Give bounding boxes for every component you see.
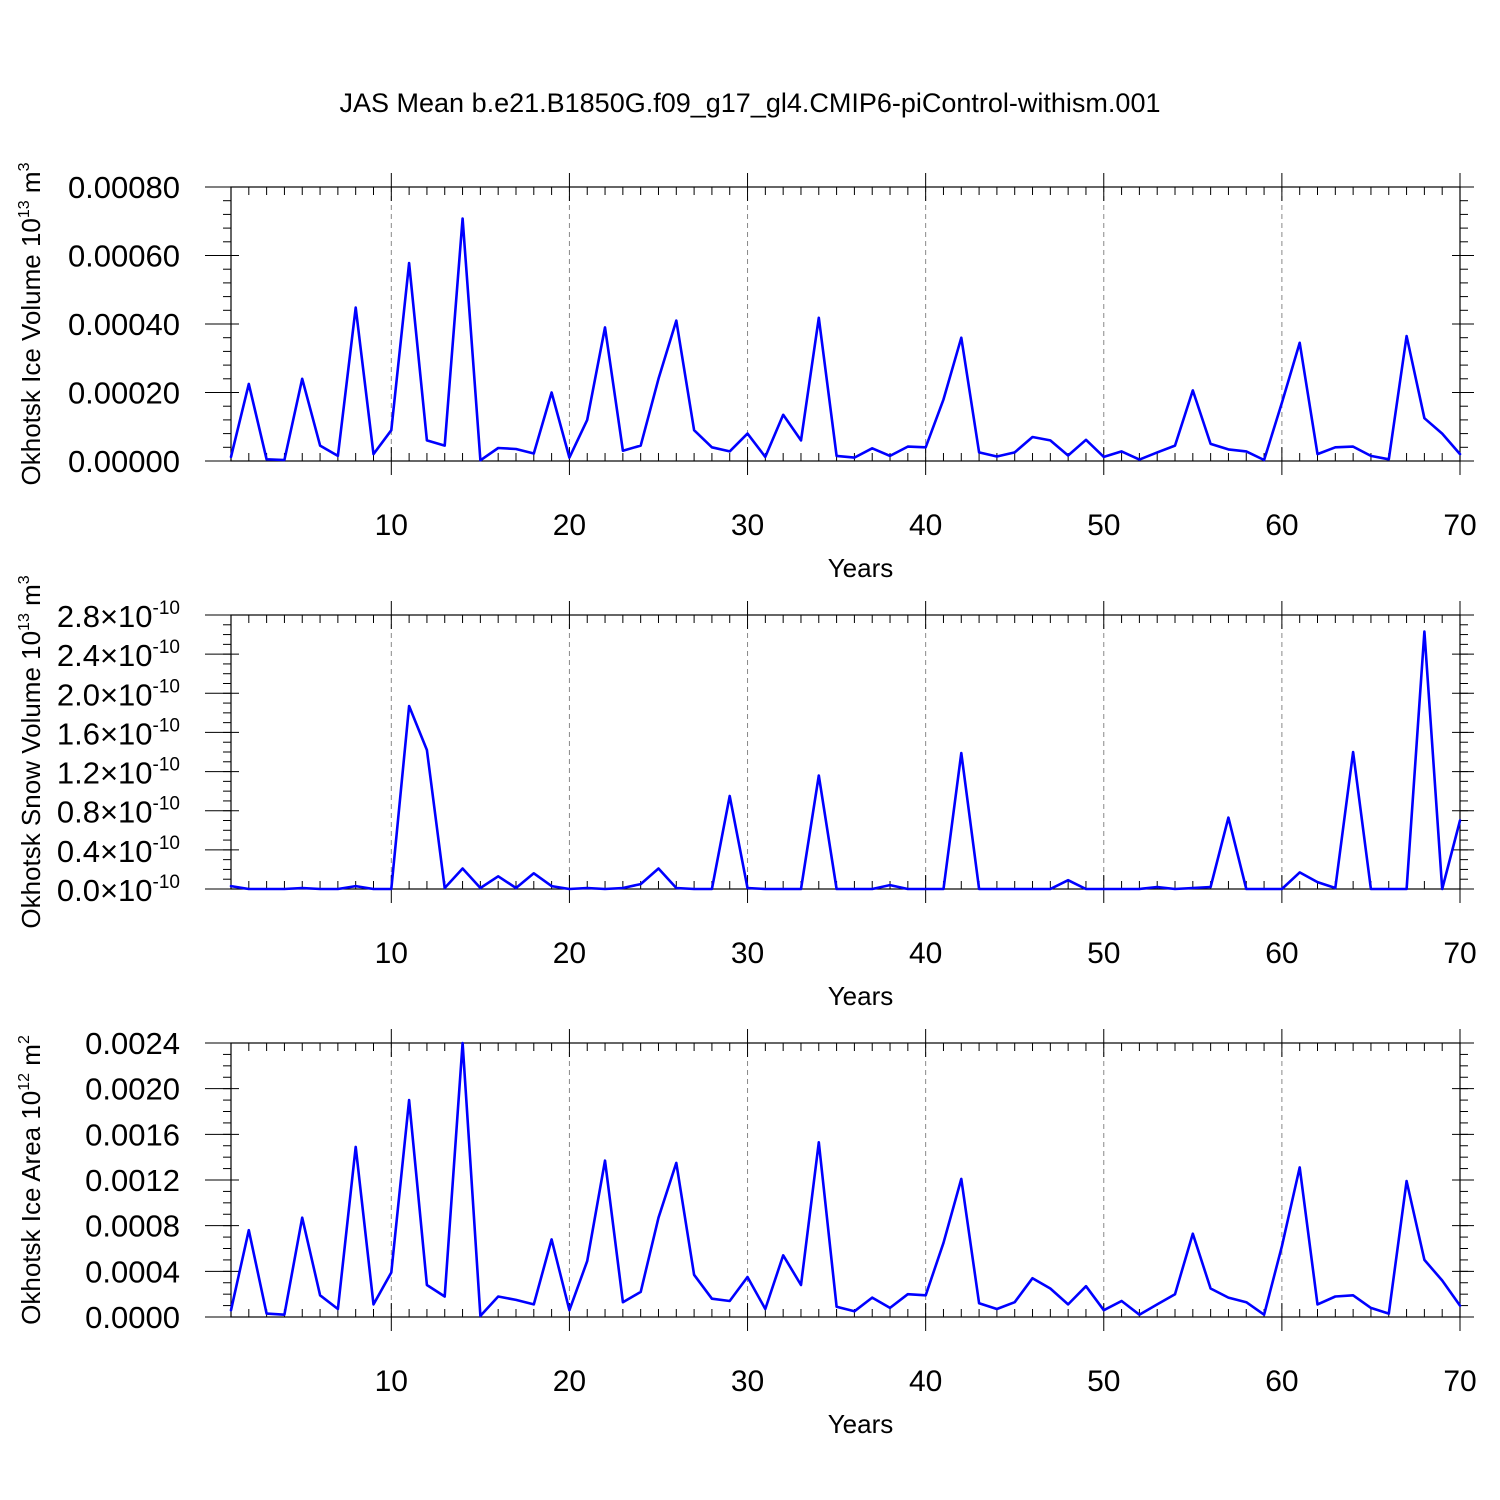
- chart-panel-1: 10 20 30 40 50 60 70 0.00000 0.00020 0.00040 0.000…: [16, 162, 1477, 583]
- y-axis-label: Okhotsk Ice Volume 1013 m3: [16, 162, 46, 485]
- x-tick-label: 70: [1443, 509, 1476, 542]
- y-tick-label: 0.0016: [85, 1117, 180, 1152]
- y-tick-label: 0.0024: [85, 1026, 180, 1061]
- y-tick-label: 0.0×10-10: [57, 872, 180, 908]
- x-axis-label: Years: [828, 553, 894, 583]
- chart-panel-2: 10 20 30 40 50 60 70 0.0×10-100.4×10-100.8×10-1…: [16, 575, 1477, 1011]
- plot-frame: [230, 1042, 1461, 1318]
- y-tick-label: 0.00080: [68, 170, 180, 205]
- x-tick-label: 50: [1087, 1365, 1120, 1398]
- y-tick-label: 1.6×10-10: [57, 715, 180, 751]
- x-tick-label: 10: [375, 937, 408, 970]
- y-axis-label: Okhotsk Snow Volume 1013 m3: [16, 575, 46, 928]
- x-tick-label: 60: [1265, 509, 1298, 542]
- y-tick-label: 0.4×10-10: [57, 833, 180, 869]
- y-tick-label: 0.0020: [85, 1072, 180, 1107]
- y-tick-label: 0.00020: [68, 376, 180, 411]
- x-tick-label: 70: [1443, 937, 1476, 970]
- x-tick-label: 60: [1265, 937, 1298, 970]
- y-tick-label: 0.00000: [68, 444, 180, 479]
- x-tick-label: 20: [553, 937, 586, 970]
- figure-title: JAS Mean b.e21.B1850G.f09_g17_gl4.CMIP6-…: [340, 88, 1161, 118]
- plot-frame: [230, 186, 1461, 462]
- y-tick-label: 0.00040: [68, 307, 180, 342]
- y-tick-label: 0.0012: [85, 1163, 180, 1198]
- x-axis-label: Years: [828, 1409, 894, 1439]
- y-tick-label: 2.0×10-10: [57, 676, 180, 712]
- y-tick-label: 0.8×10-10: [57, 794, 180, 830]
- y-tick-label: 2.4×10-10: [57, 637, 180, 673]
- x-axis-label: Years: [828, 981, 894, 1011]
- series-line: [229, 217, 1462, 462]
- y-tick-label: 2.8×10-10: [57, 598, 180, 634]
- x-tick-label: 20: [553, 509, 586, 542]
- x-tick-label: 10: [375, 1365, 408, 1398]
- x-tick-label: 60: [1265, 1365, 1298, 1398]
- x-tick-label: 70: [1443, 1365, 1476, 1398]
- x-tick-label: 50: [1087, 509, 1120, 542]
- series-line: [229, 630, 1462, 891]
- y-tick-label: 1.2×10-10: [57, 755, 180, 791]
- x-tick-label: 30: [731, 509, 764, 542]
- panels: 10 20 30 40 50 60 70 0.00000 0.00020 0.00040 0.000…: [16, 162, 1477, 1439]
- y-axis-label: Okhotsk Ice Area 1012 m2: [16, 1035, 46, 1325]
- y-tick-label: 0.00060: [68, 239, 180, 274]
- y-tick-label: 0.0000: [85, 1300, 180, 1335]
- y-tick-label: 0.0008: [85, 1209, 180, 1244]
- x-tick-label: 30: [731, 1365, 764, 1398]
- x-tick-label: 30: [731, 937, 764, 970]
- series-line: [229, 1041, 1462, 1318]
- x-tick-label: 20: [553, 1365, 586, 1398]
- x-tick-label: 10: [375, 509, 408, 542]
- y-tick-label: 0.0004: [85, 1254, 180, 1289]
- x-tick-label: 40: [909, 509, 942, 542]
- chart-panel-3: 10 20 30 40 50 60 70 0.0000 0.0004 0.0008 0.0012 0.…: [16, 1026, 1477, 1439]
- x-tick-label: 40: [909, 937, 942, 970]
- x-tick-label: 50: [1087, 937, 1120, 970]
- plot-frame: [230, 614, 1461, 890]
- x-tick-label: 40: [909, 1365, 942, 1398]
